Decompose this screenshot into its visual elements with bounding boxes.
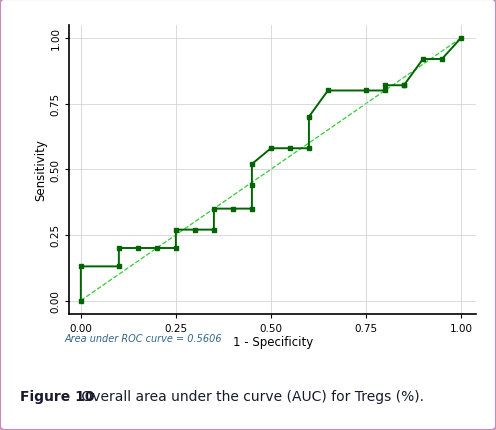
Text: Area under ROC curve = 0.5606: Area under ROC curve = 0.5606 (64, 333, 222, 343)
Text: Figure 10: Figure 10 (20, 389, 94, 403)
Text: Overall area under the curve (AUC) for Tregs (%).: Overall area under the curve (AUC) for T… (77, 389, 424, 403)
Y-axis label: Sensitivity: Sensitivity (35, 139, 48, 201)
X-axis label: 1 - Specificity: 1 - Specificity (233, 336, 313, 349)
